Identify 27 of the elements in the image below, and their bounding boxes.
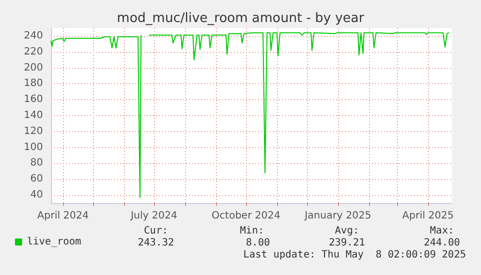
x-tick-label: April 2025 — [402, 210, 454, 222]
x-tick-label: October 2024 — [212, 210, 280, 222]
chart-title: mod_muc/live_room amount - by year — [116, 11, 365, 26]
y-tick-label: 240 — [24, 30, 43, 42]
x-tick-label: July 2024 — [130, 210, 178, 222]
text: Cur: — [144, 226, 168, 236]
x-tick-label: April 2024 — [37, 210, 89, 222]
text: Min: — [240, 226, 264, 236]
text: Avg: — [334, 226, 359, 236]
legend-label: live_room — [27, 236, 82, 248]
text: 244.00 — [424, 238, 460, 248]
text: Max: — [430, 226, 454, 236]
y-tick-label: 200 — [24, 62, 43, 74]
y-tick-label: 160 — [24, 94, 43, 106]
text: 8.00 — [246, 238, 270, 248]
y-tick-label: 40 — [30, 190, 43, 201]
y-tick-label: 100 — [24, 142, 43, 153]
text: 243.32 — [138, 238, 174, 248]
x-tick-label: January 2025 — [304, 210, 372, 222]
y-tick-label: 140 — [24, 110, 43, 121]
y-tick-label: 220 — [24, 46, 43, 58]
text: 239.21 — [328, 238, 365, 248]
y-tick-label: 60 — [30, 174, 43, 185]
y-tick-label: 120 — [24, 126, 43, 137]
y-tick-label: 180 — [24, 78, 43, 90]
text: Last update: Thu May 8 02:00:09 2025 — [243, 250, 466, 260]
y-tick-label: 80 — [30, 158, 43, 169]
